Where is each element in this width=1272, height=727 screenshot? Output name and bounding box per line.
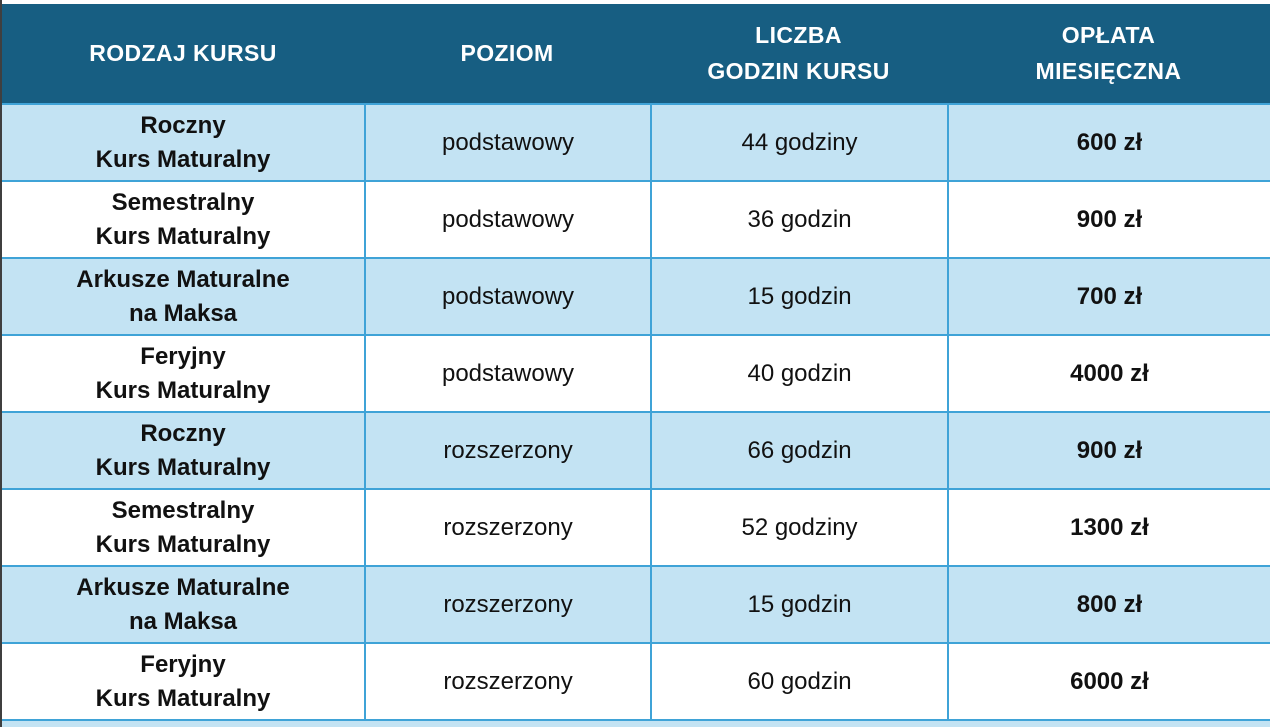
column-header-fee: OPŁATA MIESIĘCZNA xyxy=(1035,21,1182,84)
hours-cell: 66 godzin xyxy=(650,411,947,488)
course-cell: Roczny Kurs Maturalny xyxy=(2,103,364,180)
table-row: Arkusze Maturalne na Maksa podstawowy 15… xyxy=(2,257,1270,334)
table-row: Feryjny Kurs Maturalny podstawowy 40 god… xyxy=(2,334,1270,411)
level-cell: podstawowy xyxy=(364,180,651,257)
fee-cell: 1300 zł xyxy=(947,488,1270,565)
fee-cell: 900 zł xyxy=(947,180,1270,257)
level-cell: podstawowy xyxy=(364,103,651,180)
table-row-cutoff xyxy=(2,719,1270,727)
course-cell: Arkusze Maturalne na Maksa xyxy=(2,565,364,642)
level-cell: rozszerzony xyxy=(364,411,651,488)
fee-cell: 6000 zł xyxy=(947,642,1270,719)
level-cell: rozszerzony xyxy=(364,488,651,565)
course-cell: Feryjny Kurs Maturalny xyxy=(2,642,364,719)
column-header-level: POZIOM xyxy=(460,39,554,66)
course-cell: Feryjny Kurs Maturalny xyxy=(2,334,364,411)
fee-cell: 700 zł xyxy=(947,257,1270,334)
table-row: Semestralny Kurs Maturalny podstawowy 36… xyxy=(2,180,1270,257)
level-cell: podstawowy xyxy=(364,257,651,334)
hours-cell: 15 godzin xyxy=(650,257,947,334)
fee-cell: 4000 zł xyxy=(947,334,1270,411)
hours-cell: 36 godzin xyxy=(650,180,947,257)
table-row: Roczny Kurs Maturalny rozszerzony 66 god… xyxy=(2,411,1270,488)
table-row: Arkusze Maturalne na Maksa rozszerzony 1… xyxy=(2,565,1270,642)
course-cell: Roczny Kurs Maturalny xyxy=(2,411,364,488)
course-pricing-table: RODZAJ KURSU POZIOM LICZBA GODZIN KURSU … xyxy=(2,4,1270,727)
column-header-course: RODZAJ KURSU xyxy=(89,39,277,66)
hours-cell: 52 godziny xyxy=(650,488,947,565)
course-cell: Arkusze Maturalne na Maksa xyxy=(2,257,364,334)
hours-cell: 60 godzin xyxy=(650,642,947,719)
course-cell: Semestralny Kurs Maturalny xyxy=(2,180,364,257)
level-cell: podstawowy xyxy=(364,334,651,411)
column-header-hours: LICZBA GODZIN KURSU xyxy=(707,21,890,84)
fee-cell: 800 zł xyxy=(947,565,1270,642)
fee-cell: 600 zł xyxy=(947,103,1270,180)
level-cell: rozszerzony xyxy=(364,565,651,642)
hours-cell: 44 godziny xyxy=(650,103,947,180)
level-cell: rozszerzony xyxy=(364,642,651,719)
table-row: Feryjny Kurs Maturalny rozszerzony 60 go… xyxy=(2,642,1270,719)
fee-cell: 900 zł xyxy=(947,411,1270,488)
hours-cell: 40 godzin xyxy=(650,334,947,411)
table-row: Roczny Kurs Maturalny podstawowy 44 godz… xyxy=(2,103,1270,180)
hours-cell: 15 godzin xyxy=(650,565,947,642)
table-row: Semestralny Kurs Maturalny rozszerzony 5… xyxy=(2,488,1270,565)
course-cell: Semestralny Kurs Maturalny xyxy=(2,488,364,565)
table-header-row: RODZAJ KURSU POZIOM LICZBA GODZIN KURSU … xyxy=(2,4,1270,103)
